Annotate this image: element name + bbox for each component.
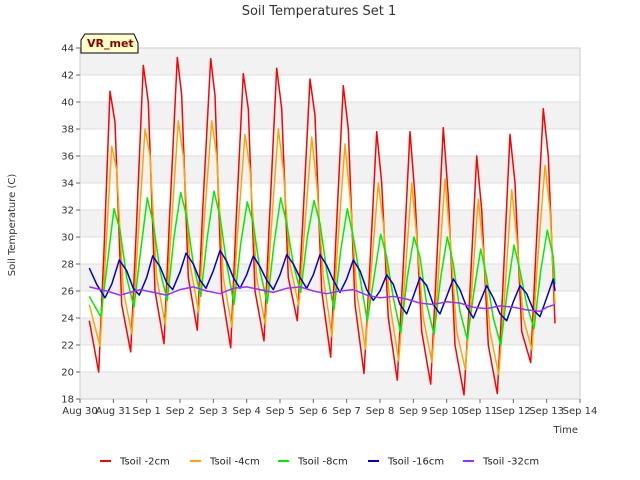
y-axis-ticks: 18 20 22 24 26 28 30 32 34 36 38 40 42 44 (61, 44, 80, 406)
x-tick-label: Sep 9 (399, 406, 427, 417)
x-tick-label: Sep 10 (429, 406, 464, 417)
badge-background (80, 33, 139, 54)
y-axis-title: Soil Temperature (C) (7, 174, 18, 277)
legend-label-2: Tsoil -8cm (297, 457, 348, 468)
series-line-3 (88, 249, 556, 322)
x-tick-label: Sep 14 (563, 406, 598, 417)
y-tick-label: 38 (61, 125, 74, 136)
x-tick-label: Sep 13 (529, 406, 564, 417)
legend: Tsoil -2cm Tsoil -4cm Tsoil -8cm Tsoil -16c… (100, 457, 539, 468)
series-line-2 (88, 190, 556, 346)
y-tick-label: 26 (61, 287, 74, 298)
vr-met-badge: VR_met (80, 33, 139, 54)
x-tick-label: Sep 3 (199, 406, 227, 417)
y-tick-label: 44 (61, 44, 74, 55)
x-tick-label: Sep 11 (463, 406, 498, 417)
legend-label-1: Tsoil -4cm (209, 457, 260, 468)
grid-band (80, 48, 580, 75)
series-line-4 (89, 286, 556, 313)
series-line-1 (88, 120, 556, 376)
x-tick-label: Sep 5 (266, 406, 294, 417)
x-axis-title: Time (553, 425, 578, 436)
grid-bands (80, 47, 580, 400)
y-tick-label: 20 (61, 368, 74, 379)
series-layer (88, 56, 556, 396)
y-tick-label: 36 (61, 152, 74, 163)
y-tick-label: 24 (61, 314, 74, 325)
legend-label-0: Tsoil -2cm (119, 457, 170, 468)
grid-band (80, 156, 580, 183)
series-line-0 (88, 56, 556, 396)
y-tick-label: 22 (61, 341, 74, 352)
legend-label-4: Tsoil -32cm (482, 457, 539, 468)
grid-band (80, 372, 580, 399)
x-tick-label: Sep 4 (232, 406, 260, 417)
x-tick-label: Sep 2 (166, 406, 194, 417)
grid-band (80, 210, 580, 237)
x-tick-label: Sep 12 (496, 406, 531, 417)
y-tick-label: 18 (61, 395, 74, 406)
x-tick-label: Sep 6 (299, 406, 327, 417)
y-tick-label: 32 (61, 206, 74, 217)
plot-frame (79, 47, 581, 400)
x-tick-label: Aug 30 (62, 406, 97, 417)
chart-title: Soil Temperatures Set 1 (242, 4, 397, 19)
y-tick-label: 42 (61, 71, 74, 82)
x-tick-label: Sep 7 (332, 406, 360, 417)
y-tick-label: 40 (61, 98, 74, 109)
x-tick-label: Aug 31 (96, 406, 131, 417)
y-tick-label: 30 (61, 233, 74, 244)
x-tick-label: Sep 8 (366, 406, 394, 417)
y-tick-label: 28 (61, 260, 74, 271)
grid-band (80, 102, 580, 129)
badge-label: VR_met (87, 37, 134, 50)
x-tick-label: Sep 1 (132, 406, 160, 417)
y-tick-label: 34 (61, 179, 74, 190)
legend-label-3: Tsoil -16cm (387, 457, 444, 468)
